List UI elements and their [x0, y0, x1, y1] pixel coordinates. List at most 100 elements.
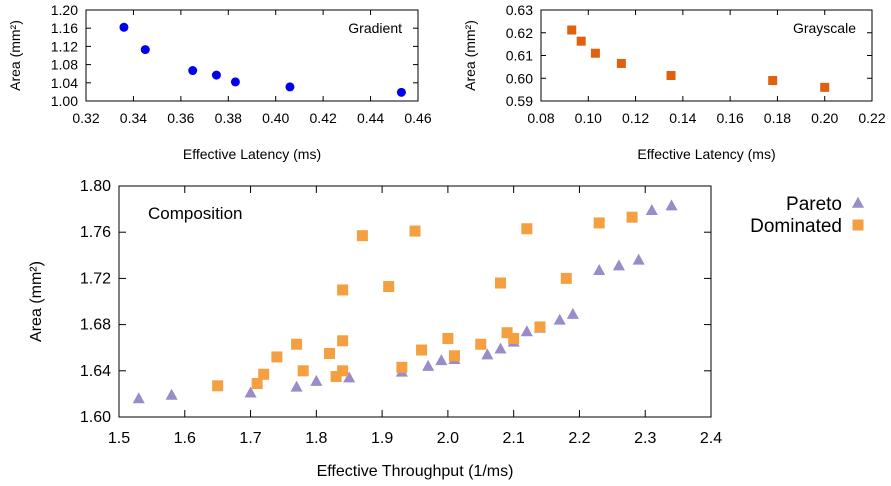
y-tick-label: 0.62: [506, 25, 533, 41]
data-point-dominated: [593, 217, 605, 229]
data-point-pareto: [665, 199, 678, 211]
plot-frame: [85, 9, 419, 102]
x-tick-label: 0.36: [167, 110, 194, 126]
legend-marker-pareto: [851, 196, 865, 208]
x-tick-label: 0.16: [717, 110, 744, 126]
data-point-dominated: [521, 223, 533, 235]
data-point: [230, 77, 240, 87]
data-point: [590, 48, 600, 58]
data-point: [140, 45, 150, 55]
data-point-pareto: [481, 348, 494, 360]
y-tick-label: 0.63: [506, 2, 533, 18]
x-tick-label: 0.22: [858, 110, 885, 126]
y-tick-label: 1.60: [80, 409, 111, 426]
grayscale-chart: 0.08 0.10 0.12 0.14 0.16 0.18 0.20 0.22 0.59 0.60…: [462, 2, 886, 162]
data-point-pareto: [343, 371, 356, 383]
x-tick-label: 0.20: [811, 110, 838, 126]
y-axis-label: Area (mm²): [28, 261, 45, 342]
data-point-pareto: [553, 313, 566, 325]
data-point: [211, 70, 221, 80]
data-point-dominated: [560, 272, 572, 284]
x-tick-label: 0.08: [527, 110, 554, 126]
data-point-dominated: [383, 280, 395, 292]
y-axis-label: Area (mm²): [462, 20, 478, 91]
legend-marker-dominated: [852, 219, 864, 231]
x-tick-label: 0.14: [669, 110, 696, 126]
data-point-dominated: [251, 378, 263, 390]
x-tick-label: 1.9: [371, 430, 393, 447]
data-point-pareto: [435, 354, 448, 366]
composition-chart: 1.5 1.6 1.7 1.8 1.9 2.0 2.1 2.2 2.3 2.4 1.60 1.64 1.…: [28, 178, 722, 480]
y-tick-label: 1.68: [80, 317, 111, 334]
x-tick-label: 0.42: [310, 110, 337, 126]
data-point: [616, 58, 626, 68]
y-tick-label: 1.80: [80, 178, 111, 195]
data-point: [188, 66, 198, 76]
x-tick-label: 0.38: [215, 110, 242, 126]
x-tick-label: 0.40: [262, 110, 289, 126]
data-point: [820, 82, 830, 92]
y-tick-label: 0.61: [506, 48, 533, 64]
data-point-dominated: [258, 368, 270, 380]
y-tick-label: 1.76: [80, 224, 111, 241]
x-tick-label: 2.0: [437, 430, 459, 447]
x-tick-label: 0.18: [764, 110, 791, 126]
y-tick-label: 1.00: [51, 93, 78, 109]
data-point-dominated: [356, 230, 368, 242]
data-point-dominated: [448, 350, 460, 362]
data-point-dominated: [501, 327, 513, 339]
y-tick-label: 0.60: [506, 70, 533, 86]
data-point: [285, 82, 295, 92]
data-point-dominated: [337, 335, 349, 347]
x-tick-label: 1.5: [108, 430, 130, 447]
y-tick-label: 0.59: [506, 93, 533, 109]
plot-frame: [118, 185, 712, 418]
data-point-pareto: [290, 380, 303, 392]
y-tick-label: 1.72: [80, 270, 111, 287]
data-point-pareto: [422, 359, 435, 371]
data-point: [396, 87, 406, 97]
data-point: [768, 76, 778, 86]
x-tick-label: 1.6: [174, 430, 196, 447]
data-point-dominated: [297, 365, 309, 377]
data-point-dominated: [475, 338, 487, 350]
y-tick-label: 1.64: [80, 363, 111, 380]
data-point-pareto: [566, 307, 579, 319]
data-point-dominated: [396, 361, 408, 373]
x-tick-label: 0.12: [622, 110, 649, 126]
x-tick-label: 2.4: [700, 430, 722, 447]
data-point-dominated: [291, 338, 303, 350]
data-point-dominated: [271, 351, 283, 363]
data-point-pareto: [593, 264, 606, 276]
data-point-pareto: [494, 342, 507, 354]
data-point-dominated: [508, 332, 520, 344]
x-tick-label: 0.46: [404, 110, 431, 126]
y-tick-label: 1.16: [51, 20, 78, 36]
x-tick-label: 0.44: [357, 110, 384, 126]
data-point-dominated: [212, 380, 224, 392]
data-point: [567, 25, 577, 35]
data-point-pareto: [632, 253, 645, 265]
data-point: [666, 71, 676, 81]
x-tick-label: 0.32: [72, 110, 99, 126]
y-tick-label: 1.20: [51, 2, 78, 18]
x-axis-label: Effective Throughput (1/ms): [317, 463, 514, 480]
y-tick-label: 1.12: [51, 38, 78, 54]
data-point-pareto: [310, 374, 323, 386]
x-tick-label: 2.2: [568, 430, 590, 447]
data-point-pareto: [165, 388, 178, 400]
data-point-pareto: [612, 259, 625, 271]
gradient-chart: 0.32 0.34 0.36 0.38 0.40 0.42 0.44 0.46 1.00 1.04…: [7, 2, 432, 162]
data-point: [576, 36, 586, 46]
data-point-dominated: [626, 211, 638, 223]
data-point: [119, 22, 129, 32]
data-point-dominated: [409, 225, 421, 237]
data-point-pareto: [132, 392, 145, 404]
data-point-dominated: [337, 365, 349, 377]
data-point-dominated: [442, 332, 454, 344]
data-point-pareto: [244, 386, 257, 398]
data-point-pareto: [645, 203, 658, 215]
x-axis-label: Effective Latency (ms): [637, 146, 775, 162]
